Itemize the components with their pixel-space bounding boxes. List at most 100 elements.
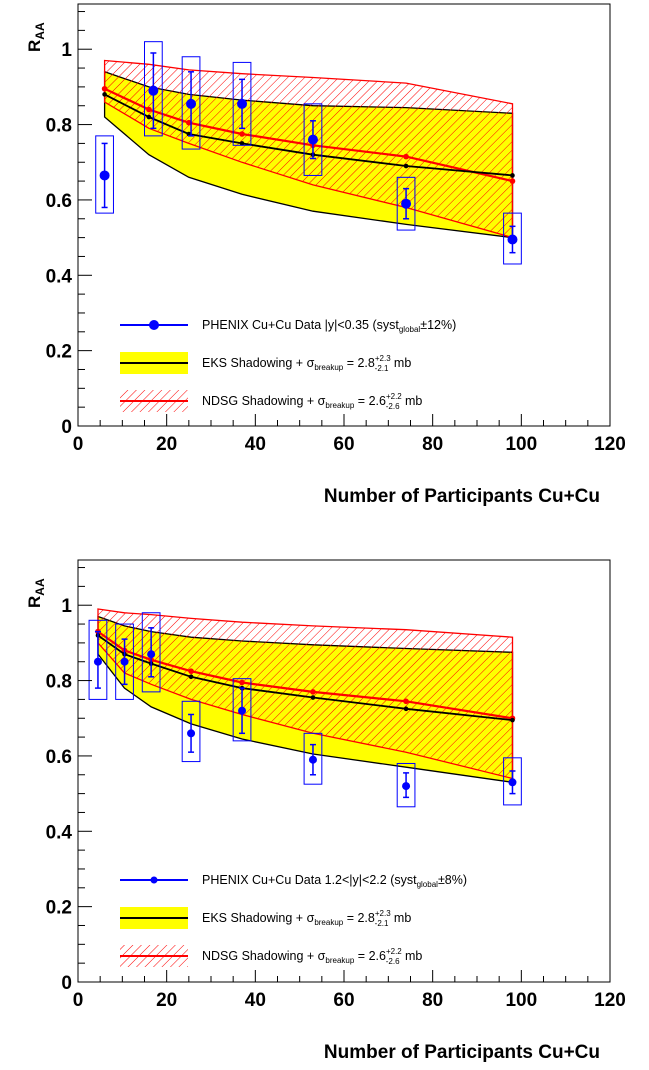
x-axis-label: Number of Participants Cu+Cu bbox=[324, 486, 600, 507]
syst-box bbox=[503, 757, 522, 806]
legend: PHENIX Cu+Cu Data |y|<0.35 (systglobal±1… bbox=[120, 318, 456, 412]
data-point bbox=[238, 706, 247, 715]
ndsg-point bbox=[403, 698, 409, 705]
ndsg-point bbox=[186, 119, 192, 126]
eks-point bbox=[239, 141, 245, 146]
bottom-panel: RAA Number of Participants Cu+Cu 0 20 40 60… bbox=[25, 559, 626, 1063]
legend: PHENIX Cu+Cu Data 1.2<|y|<2.2 (systgloba… bbox=[120, 873, 467, 967]
data-point bbox=[508, 778, 517, 787]
syst-box bbox=[396, 176, 416, 231]
data-point bbox=[187, 729, 196, 738]
x-tick-label: 40 bbox=[245, 434, 266, 455]
ndsg-point bbox=[403, 153, 409, 160]
x-tick-label: 60 bbox=[333, 990, 354, 1011]
legend-entry: NDSG Shadowing + σbreakup = 2.6+2.2 -2.6 … bbox=[202, 392, 422, 411]
legend-marker-point bbox=[149, 320, 159, 330]
eks-point bbox=[510, 717, 515, 723]
data-point bbox=[99, 170, 110, 181]
y-tick-label: 0.2 bbox=[46, 898, 72, 919]
x-tick-label: 80 bbox=[422, 990, 443, 1011]
syst-box bbox=[503, 212, 522, 265]
data-point bbox=[186, 98, 197, 109]
legend-entry: PHENIX Cu+Cu Data 1.2<|y|<2.2 (systgloba… bbox=[202, 873, 467, 889]
ndsg-point bbox=[509, 178, 516, 184]
x-tick-label: 120 bbox=[594, 434, 626, 455]
legend-marker-point bbox=[150, 876, 158, 884]
x-axis-label: Number of Participants Cu+Cu bbox=[324, 1042, 600, 1063]
data-point bbox=[147, 650, 156, 659]
y-tick-label: 1 bbox=[61, 596, 72, 617]
syst-box bbox=[303, 103, 323, 176]
y-tick-label: 1 bbox=[61, 40, 72, 61]
eks-point bbox=[102, 92, 107, 97]
x-tick-label: 80 bbox=[422, 434, 443, 455]
syst-box bbox=[115, 623, 134, 700]
y-tick-label: 0 bbox=[61, 973, 72, 994]
ndsg-point bbox=[101, 85, 108, 92]
eks-point bbox=[146, 114, 152, 120]
y-tick-label: 0.2 bbox=[46, 342, 72, 363]
x-tick-label: 100 bbox=[505, 990, 537, 1011]
y-tick-label: 0.4 bbox=[46, 822, 73, 843]
ndsg-point bbox=[239, 131, 245, 137]
ndsg-point bbox=[188, 668, 194, 674]
y-axis-label-main: R bbox=[25, 40, 44, 52]
ndsg-point bbox=[239, 679, 245, 686]
syst-box bbox=[141, 612, 161, 693]
syst-box bbox=[181, 56, 201, 150]
x-tick-label: 20 bbox=[156, 434, 177, 455]
ndsg-point bbox=[310, 689, 316, 695]
y-axis-label: RAA bbox=[25, 22, 47, 52]
syst-box bbox=[181, 700, 201, 763]
syst-box bbox=[88, 619, 108, 700]
y-tick-label: 0.6 bbox=[46, 747, 72, 768]
syst-box bbox=[303, 732, 323, 785]
y-axis-label-sub: AA bbox=[33, 578, 47, 596]
eks-point bbox=[403, 163, 409, 169]
eks-point bbox=[510, 173, 515, 178]
data-point bbox=[401, 198, 412, 209]
eks-point bbox=[310, 695, 316, 700]
data-point bbox=[308, 755, 317, 764]
y-axis-label-sub: AA bbox=[33, 22, 47, 40]
syst-box bbox=[232, 678, 252, 742]
syst-box bbox=[232, 61, 252, 146]
x-tick-label: 60 bbox=[333, 434, 354, 455]
x-tick-label: 40 bbox=[245, 990, 266, 1011]
axes: 0 20 40 60 80 100 120 0 0.2 0.4 0.6 0.8 1 bbox=[46, 567, 626, 1011]
syst-box bbox=[144, 41, 163, 137]
data-point bbox=[402, 782, 411, 791]
axes: 0 20 40 60 80 100 120 0 0.2 0.4 0.6 0.8 1 bbox=[46, 11, 626, 455]
y-tick-label: 0.6 bbox=[46, 191, 72, 212]
plot-area bbox=[88, 608, 522, 808]
eks-point bbox=[403, 706, 409, 712]
y-axis-label: RAA bbox=[25, 578, 47, 608]
syst-box bbox=[95, 135, 114, 214]
legend-entry: PHENIX Cu+Cu Data |y|<0.35 (systglobal±1… bbox=[202, 318, 456, 334]
eks-central-line bbox=[97, 634, 513, 721]
data-point bbox=[507, 234, 518, 245]
ndsg-central-line bbox=[97, 630, 513, 720]
eks-point bbox=[188, 674, 194, 680]
ndsg-point bbox=[146, 106, 152, 113]
data-point bbox=[307, 134, 318, 145]
y-tick-label: 0.4 bbox=[46, 266, 73, 287]
x-tick-label: 20 bbox=[156, 990, 177, 1011]
y-axis-label-main: R bbox=[25, 596, 44, 608]
data-point bbox=[93, 657, 102, 666]
top-panel: RAA Number of Participants Cu+Cu 0 20 40 60… bbox=[25, 3, 626, 507]
data-point bbox=[120, 657, 129, 666]
y-tick-label: 0 bbox=[61, 417, 72, 438]
data-point bbox=[148, 85, 159, 96]
x-tick-label: 120 bbox=[594, 990, 626, 1011]
legend-entry: EKS Shadowing + σbreakup = 2.8+2.3 -2.1 m… bbox=[202, 909, 411, 928]
y-tick-label: 0.8 bbox=[46, 672, 72, 693]
x-tick-label: 100 bbox=[505, 434, 537, 455]
legend-entry: NDSG Shadowing + σbreakup = 2.6+2.2 -2.6 … bbox=[202, 947, 422, 966]
syst-box bbox=[396, 762, 416, 808]
plot-area bbox=[95, 41, 522, 265]
x-tick-label: 0 bbox=[73, 990, 84, 1011]
x-tick-label: 0 bbox=[73, 434, 84, 455]
legend-entry: EKS Shadowing + σbreakup = 2.8+2.3 -2.1 m… bbox=[202, 354, 411, 373]
